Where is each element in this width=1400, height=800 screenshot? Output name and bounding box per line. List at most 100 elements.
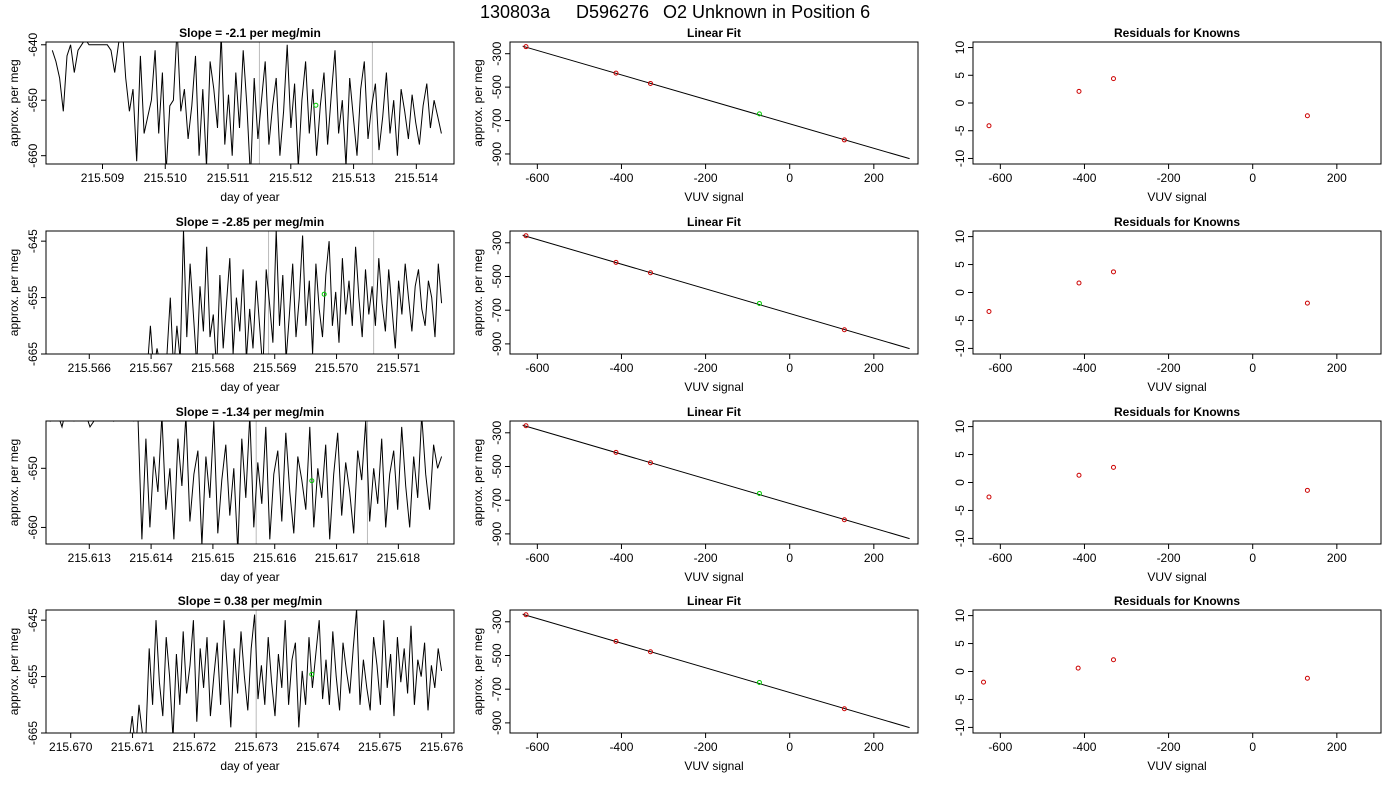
- known-point: [523, 233, 529, 239]
- panel-title: Residuals for Knowns: [1114, 26, 1240, 40]
- plot-frame: [972, 41, 1382, 165]
- x-tick-label: -200: [1157, 740, 1181, 754]
- fit-line: [522, 45, 910, 160]
- y-tick-label: 10: [953, 420, 967, 434]
- y-tick-label: -5: [953, 694, 967, 705]
- residual-point: [986, 494, 992, 500]
- y-axis-title: approx. per meg: [471, 249, 485, 336]
- plot-frame: [972, 609, 1382, 734]
- x-tick-label: 200: [1327, 551, 1347, 565]
- unknown-point: [756, 679, 762, 685]
- unknown-point: [756, 300, 762, 306]
- x-axis-title: day of year: [220, 380, 279, 394]
- y-tick-label: -900: [490, 142, 504, 166]
- x-tick-label: 200: [864, 551, 884, 565]
- y-tick-label: -660: [26, 143, 40, 167]
- residual-point: [1076, 88, 1082, 94]
- x-tick-label: 215.670: [49, 740, 93, 754]
- panel-title: Slope = -1.34 per meg/min: [176, 405, 324, 419]
- plot-area: [981, 657, 1310, 685]
- panels: Slope = -2.1 per meg/min 215.509 215.510 21…: [7, 26, 1382, 773]
- x-tick-label: -400: [1072, 740, 1096, 754]
- y-tick-label: -655: [26, 285, 40, 309]
- unknown-point: [309, 478, 315, 484]
- y-axis-title: approx. per meg: [7, 628, 21, 715]
- panel-10: Slope = 0.38 per meg/min 215.670 215.671 21…: [7, 594, 464, 773]
- y-axis-title: approx. per meg: [471, 628, 485, 715]
- residual-point: [981, 679, 987, 685]
- y-tick-label: -645: [26, 229, 40, 253]
- plot-area: [51, 42, 442, 164]
- panel-9: Residuals for Knowns -600 -400 -200 0 200 10 5 0…: [953, 405, 1382, 584]
- y-axis-title: approx. per meg: [7, 249, 21, 336]
- x-tick-label: 0: [786, 171, 793, 185]
- y-tick-label: -640: [26, 32, 40, 56]
- x-tick-label: 200: [864, 740, 884, 754]
- x-tick-label: 215.568: [191, 361, 235, 375]
- plot-area: [986, 269, 1310, 315]
- x-tick-label: 215.672: [173, 740, 217, 754]
- x-axis-title: day of year: [220, 190, 279, 204]
- trace-line: [129, 610, 443, 733]
- y-tick-label: 10: [953, 230, 967, 244]
- plot-frame: [45, 420, 455, 545]
- plot-frame: [509, 230, 919, 355]
- y-tick-label: -10: [953, 718, 967, 736]
- x-tick-label: -600: [988, 361, 1012, 375]
- x-axis-title: VUV signal: [684, 759, 743, 773]
- x-tick-label: -400: [609, 551, 633, 565]
- plot-area: [522, 423, 910, 540]
- x-axis-title: VUV signal: [1147, 190, 1206, 204]
- figure-title-desc: O2 Unknown in Position 6: [663, 2, 870, 22]
- y-tick-label: -700: [490, 298, 504, 322]
- x-tick-label: -400: [609, 361, 633, 375]
- plot-area: [522, 612, 910, 729]
- x-tick-label: 215.613: [68, 551, 112, 565]
- known-point: [647, 460, 653, 466]
- x-tick-label: 200: [1327, 740, 1347, 754]
- residual-point: [1304, 113, 1310, 119]
- panel-title: Linear Fit: [687, 26, 741, 40]
- unknown-point: [756, 490, 762, 496]
- y-tick-label: 0: [953, 479, 967, 486]
- known-point: [613, 259, 619, 265]
- unknown-point: [321, 291, 327, 297]
- residual-point: [986, 309, 992, 315]
- x-tick-label: 215.676: [420, 740, 464, 754]
- known-point: [613, 638, 619, 644]
- plot-frame: [45, 609, 455, 734]
- y-tick-label: -10: [953, 149, 967, 167]
- panel-11: Linear Fit -600 -400 -200 0 200 -300 -500 -700 -9…: [471, 594, 919, 773]
- x-tick-label: 215.673: [234, 740, 278, 754]
- x-tick-label: -600: [525, 740, 549, 754]
- known-point: [613, 70, 619, 76]
- x-tick-label: 215.615: [191, 551, 235, 565]
- x-tick-label: 0: [1249, 361, 1256, 375]
- x-tick-label: 200: [864, 171, 884, 185]
- known-point: [841, 517, 847, 523]
- x-tick-label: 215.567: [129, 361, 173, 375]
- residual-point: [1076, 472, 1082, 478]
- fit-line: [522, 234, 910, 350]
- unknown-point: [309, 671, 315, 677]
- y-tick-label: -900: [490, 332, 504, 356]
- trace-line: [49, 421, 443, 544]
- unknown-point: [756, 111, 762, 117]
- plot-area: [522, 44, 910, 160]
- y-tick-label: 0: [953, 99, 967, 106]
- plot-frame: [45, 230, 455, 355]
- plot-frame: [509, 609, 919, 734]
- x-tick-label: 215.618: [377, 551, 421, 565]
- x-axis-title: day of year: [220, 570, 279, 584]
- residual-point: [1110, 464, 1116, 470]
- residual-point: [1110, 657, 1116, 663]
- panel-1: Slope = -2.1 per meg/min 215.509 215.510 21…: [7, 26, 455, 204]
- x-axis-title: VUV signal: [684, 380, 743, 394]
- panel-4: Slope = -2.85 per meg/min 215.566 215.567 2…: [7, 215, 455, 394]
- x-tick-label: -400: [609, 171, 633, 185]
- y-axis-title: approx. per meg: [471, 439, 485, 526]
- plot-frame: [509, 420, 919, 545]
- x-tick-label: 215.513: [332, 171, 376, 185]
- x-axis-title: day of year: [220, 759, 279, 773]
- x-tick-label: -600: [525, 551, 549, 565]
